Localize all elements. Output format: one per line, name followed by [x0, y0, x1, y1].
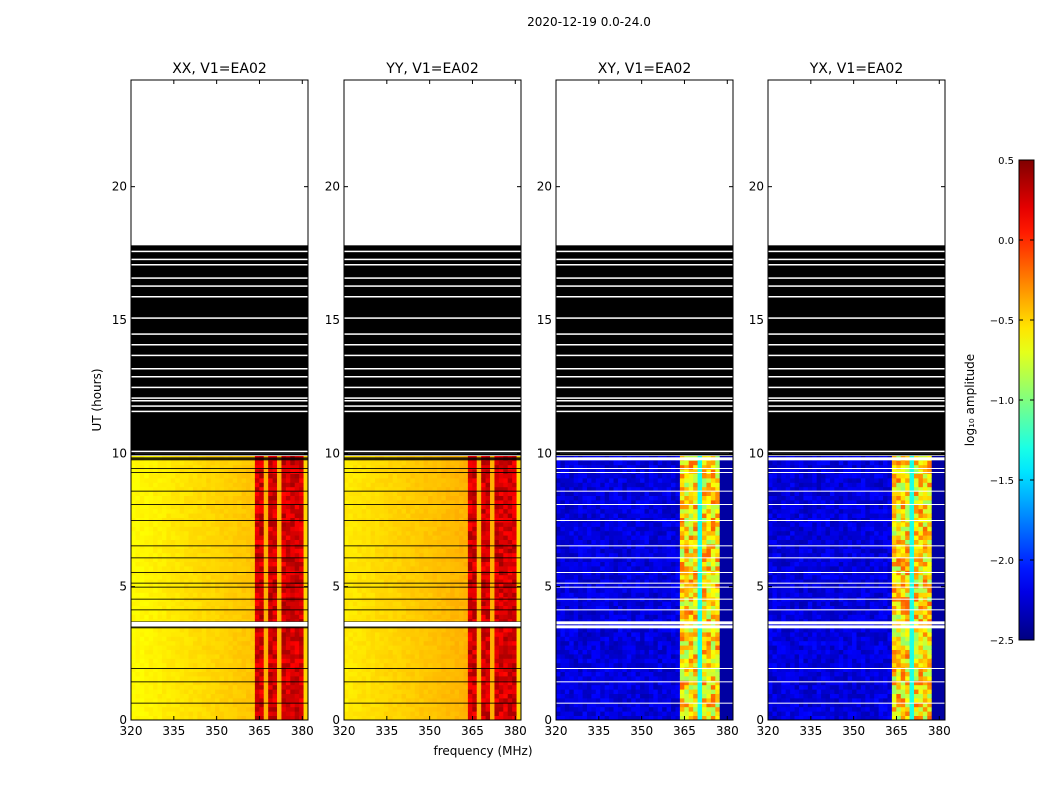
x-tick-label: 335	[799, 724, 822, 738]
panel-4-image	[768, 80, 945, 720]
flagged-block	[344, 245, 521, 454]
panel-4: YX, V1=EA02 320 335 350 365 380 0 5 10 15 20	[749, 61, 951, 738]
y-tick-label: 5	[756, 580, 764, 594]
x-tick-label: 365	[673, 724, 696, 738]
y-tick-label: 15	[112, 313, 127, 327]
x-tick-label: 380	[928, 724, 951, 738]
y-tick-label: 5	[119, 580, 127, 594]
x-tick-label: 350	[418, 724, 441, 738]
y-tick-label: 20	[325, 180, 340, 194]
y-tick-label: 10	[325, 446, 340, 460]
y-tick-label: 0	[332, 713, 340, 727]
x-tick-label: 320	[757, 724, 780, 738]
flagged-block	[131, 245, 308, 454]
x-tick-label: 380	[716, 724, 739, 738]
colorbar-tick-label: −2.5	[990, 636, 1014, 647]
x-tick-label: 350	[842, 724, 865, 738]
panel-2: YY, V1=EA02 320 335 350 365 380 0 5 10 15 20	[325, 61, 527, 738]
x-tick-label: 350	[205, 724, 228, 738]
panel-frame	[555, 79, 734, 721]
y-tick-label: 0	[756, 713, 764, 727]
y-tick-label: 0	[119, 713, 127, 727]
x-axis-label: frequency (MHz)	[433, 744, 532, 758]
panel-2-image	[344, 80, 521, 720]
y-tick-label: 15	[749, 313, 764, 327]
y-tick-label: 0	[544, 713, 552, 727]
y-tick-label: 20	[537, 180, 552, 194]
panel-frame	[767, 79, 946, 721]
panel-3-title: XY, V1=EA02	[598, 61, 692, 77]
panel-1-title: XX, V1=EA02	[172, 61, 267, 77]
y-tick-label: 5	[544, 580, 552, 594]
x-tick-label: 320	[333, 724, 356, 738]
figure-suptitle: 2020-12-19 0.0-24.0	[527, 15, 651, 29]
flagged-block	[768, 245, 945, 454]
colorbar-tick-label: 0.0	[998, 236, 1014, 247]
x-tick-label: 320	[545, 724, 568, 738]
flagged-block	[556, 245, 733, 454]
x-tick-label: 380	[291, 724, 314, 738]
y-tick-label: 20	[112, 180, 127, 194]
x-tick-label: 335	[162, 724, 185, 738]
y-tick-label: 15	[537, 313, 552, 327]
y-tick-label: 15	[325, 313, 340, 327]
colorbar-tick-label: −1.5	[990, 476, 1014, 487]
x-tick-label: 350	[630, 724, 653, 738]
y-tick-label: 5	[332, 580, 340, 594]
x-tick-label: 365	[461, 724, 484, 738]
panel-1: XX, V1=EA02 320 335 350 365 380 0 5 10 15 20	[112, 61, 314, 738]
panel-4-title: YX, V1=EA02	[809, 61, 904, 77]
panel-1-image	[131, 80, 308, 720]
y-tick-label: 20	[749, 180, 764, 194]
colorbar-tick-label: −0.5	[990, 316, 1014, 327]
x-tick-label: 380	[504, 724, 527, 738]
colorbar-tick-label: −1.0	[990, 396, 1014, 407]
y-tick-label: 10	[112, 446, 127, 460]
colorbar-tick-label: 0.5	[998, 156, 1014, 167]
panel-3-image	[556, 80, 733, 720]
panel-frame	[343, 79, 522, 721]
x-tick-label: 335	[587, 724, 610, 738]
panel-2-title: YY, V1=EA02	[385, 61, 478, 77]
x-tick-label: 320	[120, 724, 143, 738]
x-tick-label: 365	[248, 724, 271, 738]
panel-3: XY, V1=EA02 320 335 350 365 380 0 5 10 15 20	[537, 61, 739, 738]
x-tick-label: 335	[375, 724, 398, 738]
y-tick-label: 10	[537, 446, 552, 460]
y-tick-label: 10	[749, 446, 764, 460]
colorbar-label: log₁₀ amplitude	[963, 354, 977, 446]
colorbar: 0.5 0.0 −0.5 −1.0 −1.5 −2.0 −2.5	[990, 156, 1035, 647]
colorbar-tick-label: −2.0	[990, 556, 1014, 567]
x-tick-label: 365	[885, 724, 908, 738]
panel-frame	[130, 79, 309, 721]
y-axis-label: UT (hours)	[90, 368, 104, 431]
